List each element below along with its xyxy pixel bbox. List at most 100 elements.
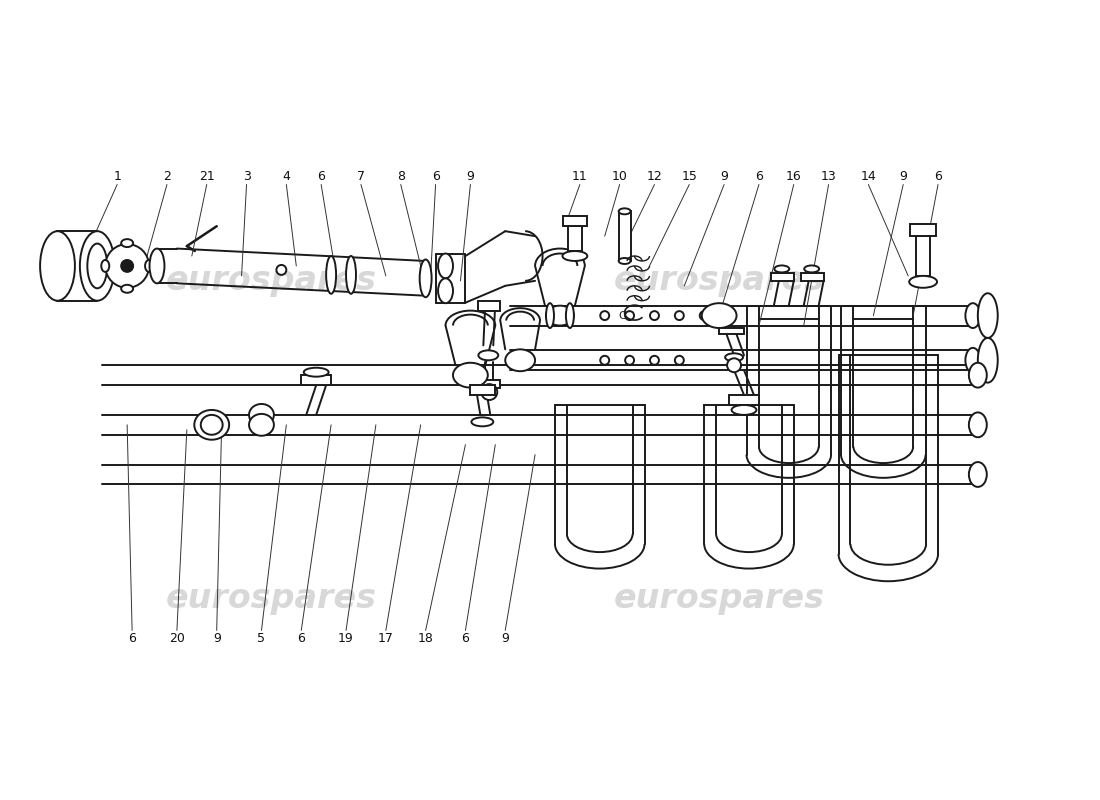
Text: 6: 6 <box>431 170 440 183</box>
Text: 8: 8 <box>397 170 405 183</box>
Ellipse shape <box>420 259 431 298</box>
Circle shape <box>121 260 133 272</box>
Bar <box>719 327 744 334</box>
Text: 17: 17 <box>378 632 394 645</box>
Bar <box>471 385 495 395</box>
Text: eurospares: eurospares <box>614 264 825 298</box>
Text: 7: 7 <box>358 170 365 183</box>
Text: 20: 20 <box>169 632 185 645</box>
Ellipse shape <box>732 405 757 415</box>
Ellipse shape <box>40 231 75 301</box>
Ellipse shape <box>438 278 453 303</box>
Ellipse shape <box>618 208 630 214</box>
Circle shape <box>106 244 148 288</box>
Text: 14: 14 <box>860 170 877 183</box>
Bar <box>910 224 936 236</box>
Ellipse shape <box>910 276 937 288</box>
Ellipse shape <box>472 418 493 426</box>
Text: 2: 2 <box>163 170 170 183</box>
Ellipse shape <box>966 303 980 328</box>
Circle shape <box>650 311 659 320</box>
Ellipse shape <box>438 254 453 278</box>
Circle shape <box>650 356 659 365</box>
Text: 16: 16 <box>785 170 802 183</box>
Text: 9: 9 <box>212 632 221 645</box>
Circle shape <box>625 311 634 320</box>
Text: eurospares: eurospares <box>166 582 377 615</box>
Ellipse shape <box>725 354 742 362</box>
Text: 3: 3 <box>243 170 251 183</box>
Ellipse shape <box>121 285 133 293</box>
Circle shape <box>625 356 634 365</box>
Circle shape <box>675 356 684 365</box>
Text: C: C <box>619 310 627 321</box>
Text: 9: 9 <box>900 170 908 183</box>
Ellipse shape <box>346 256 356 294</box>
Circle shape <box>601 356 609 365</box>
Ellipse shape <box>87 243 107 288</box>
Text: 12: 12 <box>647 170 662 183</box>
Ellipse shape <box>201 415 222 434</box>
Bar <box>729 395 759 405</box>
Circle shape <box>675 311 684 320</box>
Ellipse shape <box>562 251 587 261</box>
Bar <box>916 236 931 276</box>
Ellipse shape <box>565 303 574 328</box>
Text: eurospares: eurospares <box>614 582 825 615</box>
Text: 6: 6 <box>297 632 305 645</box>
Circle shape <box>727 358 741 372</box>
Ellipse shape <box>145 260 153 272</box>
Bar <box>301 375 331 385</box>
Ellipse shape <box>505 350 535 371</box>
Text: 5: 5 <box>257 632 265 645</box>
Text: 9: 9 <box>720 170 728 183</box>
Text: 6: 6 <box>755 170 763 183</box>
Ellipse shape <box>702 303 737 328</box>
Bar <box>771 273 794 281</box>
Ellipse shape <box>804 266 820 272</box>
Text: 9: 9 <box>466 170 474 183</box>
Text: 13: 13 <box>821 170 836 183</box>
Text: 15: 15 <box>681 170 697 183</box>
Circle shape <box>601 311 609 320</box>
Ellipse shape <box>195 410 229 440</box>
Bar <box>478 380 500 388</box>
Bar <box>568 226 582 251</box>
Ellipse shape <box>969 413 987 438</box>
Text: 9: 9 <box>502 632 509 645</box>
Bar <box>618 211 630 261</box>
Circle shape <box>700 311 708 320</box>
Bar <box>563 216 586 226</box>
Ellipse shape <box>546 306 574 326</box>
Bar <box>801 273 824 281</box>
Bar <box>478 301 500 310</box>
Ellipse shape <box>618 258 630 264</box>
Text: 19: 19 <box>338 632 354 645</box>
Ellipse shape <box>774 266 790 272</box>
Text: 21: 21 <box>199 170 214 183</box>
Ellipse shape <box>249 404 274 426</box>
Text: 11: 11 <box>572 170 587 183</box>
Text: 6: 6 <box>934 170 942 183</box>
Ellipse shape <box>969 362 987 387</box>
Text: eurospares: eurospares <box>166 264 377 298</box>
Ellipse shape <box>326 256 337 294</box>
Text: 6: 6 <box>129 632 136 645</box>
Circle shape <box>276 265 286 275</box>
Circle shape <box>482 384 497 400</box>
Text: 10: 10 <box>612 170 628 183</box>
Ellipse shape <box>978 294 998 338</box>
Ellipse shape <box>969 462 987 487</box>
Text: 4: 4 <box>283 170 290 183</box>
Ellipse shape <box>101 260 109 272</box>
Ellipse shape <box>546 303 554 328</box>
Ellipse shape <box>966 348 980 373</box>
Ellipse shape <box>150 249 165 283</box>
Ellipse shape <box>453 362 487 387</box>
Text: 18: 18 <box>418 632 433 645</box>
Text: 6: 6 <box>317 170 326 183</box>
Ellipse shape <box>121 239 133 247</box>
Ellipse shape <box>249 414 274 436</box>
Ellipse shape <box>304 368 329 377</box>
Ellipse shape <box>80 231 114 301</box>
